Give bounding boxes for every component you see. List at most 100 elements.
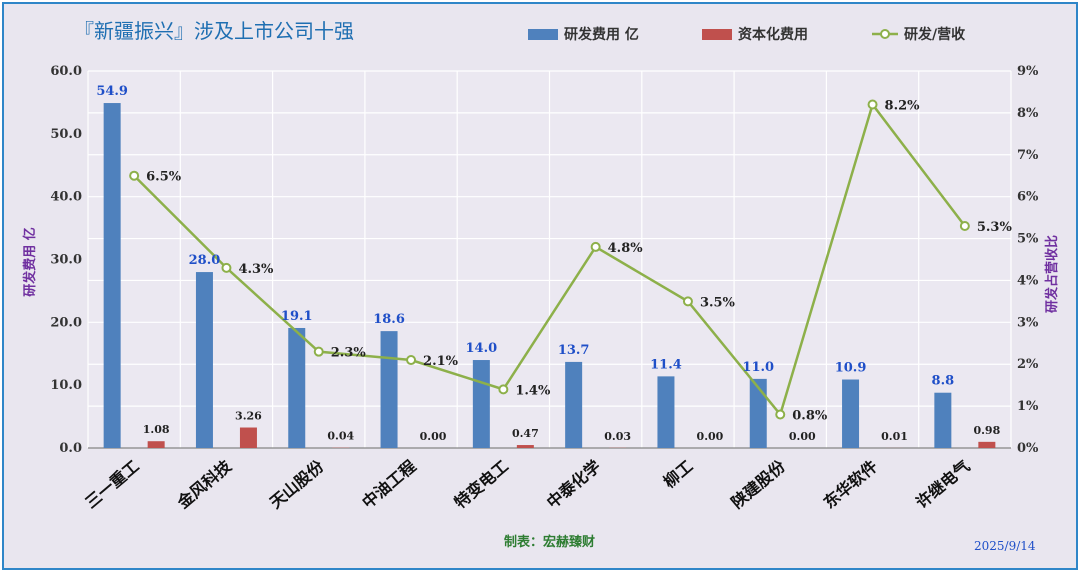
ratio-line [129, 99, 970, 420]
category-label: 中泰化学 [543, 457, 604, 513]
bar-rd-label: 13.7 [558, 343, 590, 358]
legend-marker-ratio [880, 29, 890, 39]
bar-rd-label: 14.0 [466, 341, 498, 356]
left-tick-label: 20.0 [50, 315, 82, 330]
right-tick-label: 6% [1017, 190, 1039, 205]
left-axis-title: 研发费用 亿 [22, 227, 38, 297]
right-axis-title: 研发占营收比 [1044, 235, 1060, 313]
left-axis-ticks: 0.0 10.0 20.0 30.0 40.0 50.0 60.0 [50, 64, 82, 456]
bar-rd [842, 379, 860, 448]
bar-cap-label: 3.26 [235, 410, 262, 423]
right-tick-label: 9% [1017, 64, 1039, 79]
category-label: 金风科技 [173, 456, 236, 513]
ratio-point [867, 99, 878, 110]
bar-rd-label: 28.0 [189, 253, 221, 268]
right-tick-label: 3% [1017, 315, 1039, 330]
bar-rd-label: 54.9 [96, 84, 128, 99]
left-tick-label: 0.0 [59, 441, 82, 456]
legend-swatch-rd [528, 29, 558, 40]
bar-cap-label: 0.03 [604, 430, 631, 443]
bar-rd [565, 361, 583, 448]
bar-rd [472, 360, 490, 448]
bar-rd [195, 272, 213, 448]
ratio-point [775, 409, 786, 420]
ratio-label: 4.8% [608, 241, 644, 256]
legend-swatch-cap [702, 29, 732, 40]
bar-rd [288, 327, 306, 448]
bar-cap [147, 441, 165, 448]
category-label: 三一重工 [81, 457, 142, 513]
ratio-point [959, 220, 970, 231]
bar-rd-label: 19.1 [281, 309, 313, 324]
ratio-label: 5.3% [977, 220, 1013, 235]
ratio-point [682, 296, 693, 307]
right-tick-label: 8% [1017, 106, 1039, 121]
ratio-label: 3.5% [700, 295, 736, 310]
right-tick-label: 1% [1017, 399, 1039, 414]
right-tick-label: 5% [1017, 232, 1039, 247]
left-tick-label: 30.0 [50, 253, 82, 268]
ratio-label: 0.8% [792, 408, 828, 423]
left-tick-label: 60.0 [50, 64, 82, 79]
ratio-label: 1.4% [515, 383, 551, 398]
left-tick-label: 50.0 [50, 127, 82, 142]
bar-cap-label: 1.08 [143, 423, 170, 436]
legend-label-ratio: 研发/营收 [904, 26, 966, 43]
left-tick-label: 40.0 [50, 190, 82, 205]
bar-rd [749, 378, 767, 448]
ratio-point [406, 355, 417, 366]
bar-rd [103, 103, 121, 449]
bar-rd [934, 392, 952, 448]
legend-label-rd: 研发费用 亿 [564, 26, 639, 43]
bar-rd-label: 18.6 [373, 312, 405, 327]
bar-rd [380, 331, 398, 448]
bar-cap-label: 0.00 [420, 430, 447, 443]
ratio-polyline [133, 101, 966, 418]
bar-cap-label: 0.01 [881, 430, 908, 443]
category-label: 许继电气 [912, 457, 973, 513]
right-tick-label: 4% [1017, 273, 1039, 288]
bar-cap [978, 441, 996, 448]
ratio-point [590, 241, 601, 252]
data-labels: 54.9 1.08 28.0 3.26 19.1 0.04 18.6 0.00 14.0 0.47… [96, 84, 1012, 443]
bar-cap-label: 0.98 [973, 424, 1000, 437]
bar-rd-label: 8.8 [932, 374, 955, 389]
bar-cap-label: 0.04 [327, 430, 354, 443]
right-tick-label: 0% [1017, 441, 1039, 456]
chart-title: 『新疆振兴』涉及上市公司十强 [74, 19, 354, 43]
ratio-point [313, 346, 324, 357]
category-label: 中油工程 [358, 457, 419, 513]
right-tick-label: 7% [1017, 148, 1039, 163]
bar-cap [239, 427, 257, 448]
ratio-point [221, 262, 232, 273]
bar-cap-label: 0.47 [512, 427, 539, 440]
bar-rd [657, 376, 675, 448]
bar-rd-label: 11.4 [650, 357, 682, 372]
category-ticks: 三一重工 金风科技 天山股份 中油工程 特变电工 中泰化学 柳工 陕建股份 东华软件 许继电气 [81, 456, 973, 513]
footer-credit: 制表：宏赫臻财 [504, 534, 595, 550]
footer-date: 2025/9/14 [974, 539, 1036, 553]
right-tick-label: 2% [1017, 357, 1039, 372]
ratio-label: 2.1% [423, 354, 459, 369]
ratio-label: 8.2% [885, 99, 921, 114]
bar-cap-label: 0.00 [697, 430, 724, 443]
bar-cap-label: 0.00 [789, 430, 816, 443]
ratio-label: 2.3% [331, 346, 367, 361]
category-label: 东华软件 [820, 457, 881, 513]
category-label: 柳工 [660, 457, 697, 492]
bars [103, 103, 996, 449]
bar-rd-label: 10.9 [835, 361, 867, 376]
right-axis-ticks: 0% 1% 2% 3% 4% 5% 6% 7% 8% 9% [1017, 64, 1039, 456]
ratio-point [498, 384, 509, 395]
chart-svg: 『新疆振兴』涉及上市公司十强 研发费用 亿 资本化费用 研发/营收 0.010.… [22, 19, 1060, 553]
category-label: 特变电工 [451, 457, 512, 513]
legend: 研发费用 亿 资本化费用 研发/营收 [528, 26, 966, 43]
ratio-label: 4.3% [238, 262, 274, 277]
category-label: 天山股份 [266, 456, 328, 512]
ratio-label: 6.5% [146, 170, 182, 185]
legend-label-cap: 资本化费用 [738, 26, 808, 43]
left-tick-label: 10.0 [50, 378, 82, 393]
ratio-point [129, 170, 140, 181]
bar-cap [516, 445, 534, 448]
